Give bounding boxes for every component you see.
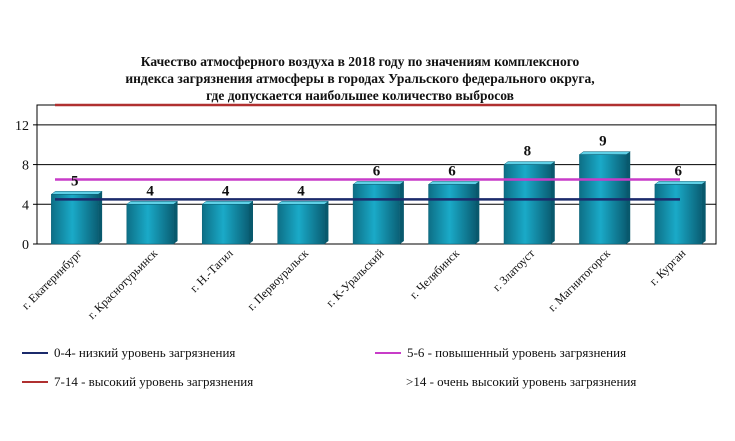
bar-top bbox=[201, 201, 254, 205]
bar-side bbox=[248, 201, 253, 244]
legend-very-high-label: >14 - очень высокий уровень загрязнения bbox=[406, 374, 637, 389]
legend-low: 0-4- низкий уровень загрязнения bbox=[22, 345, 235, 361]
legend-high-label: 7-14 - высокий уровень загрязнения bbox=[54, 374, 254, 389]
legend-high: 7-14 - высокий уровень загрязнения bbox=[22, 374, 253, 390]
y-tick-label: 12 bbox=[15, 119, 29, 134]
chart-title-line-3: где допускается наибольшее количество вы… bbox=[206, 88, 514, 103]
bar-side bbox=[173, 201, 178, 244]
bar-side bbox=[475, 181, 480, 244]
bar-side bbox=[701, 181, 706, 244]
bar-top bbox=[503, 161, 556, 165]
bar-side bbox=[626, 151, 631, 244]
legend-high-swatch bbox=[22, 381, 48, 383]
legend-very-high: >14 - очень высокий уровень загрязнения bbox=[406, 374, 636, 390]
x-tick-label: г. Н.-Тагил bbox=[187, 246, 236, 295]
bar bbox=[51, 194, 99, 245]
data-label: 9 bbox=[599, 134, 607, 150]
x-tick-label: г. Челябинск bbox=[407, 246, 462, 301]
bar bbox=[352, 184, 401, 245]
bar bbox=[126, 204, 174, 245]
legend-elevated: 5-6 - повышенный уровень загрязнения bbox=[375, 345, 626, 361]
bar-side bbox=[550, 161, 555, 244]
bar-top bbox=[50, 191, 103, 195]
y-tick-label: 8 bbox=[22, 159, 29, 174]
legend-elevated-label: 5-6 - повышенный уровень загрязнения bbox=[407, 345, 627, 360]
legend-elevated-swatch bbox=[375, 352, 401, 354]
chart-title: Качество атмосферного воздуха в 2018 год… bbox=[40, 53, 680, 104]
bar bbox=[277, 204, 325, 245]
bar bbox=[654, 184, 702, 245]
data-label: 8 bbox=[524, 144, 532, 160]
bar bbox=[201, 204, 250, 245]
y-tick-label: 4 bbox=[22, 198, 29, 213]
bar-top bbox=[276, 201, 330, 205]
x-tick-label: г. Первоуральск bbox=[244, 246, 311, 313]
data-label: 4 bbox=[297, 183, 305, 199]
x-tick-label: г. Магнитогорск bbox=[545, 246, 613, 314]
bar-side bbox=[324, 201, 329, 244]
x-tick-label: г. Екатеринбург bbox=[19, 246, 85, 312]
y-tick-label: 0 bbox=[22, 238, 29, 253]
bar-top bbox=[578, 151, 631, 155]
x-tick-label: г. К-Уральский bbox=[323, 246, 387, 310]
data-label: 4 bbox=[146, 183, 154, 199]
legend-low-label: 0-4- низкий уровень загрязнения bbox=[54, 345, 236, 360]
bar-top bbox=[352, 181, 405, 185]
bar-side bbox=[98, 191, 103, 244]
data-label: 5 bbox=[71, 173, 79, 189]
legend-low-swatch bbox=[22, 352, 48, 354]
data-label: 6 bbox=[675, 163, 683, 179]
data-label: 6 bbox=[373, 163, 381, 179]
bar bbox=[503, 164, 552, 245]
data-label: 6 bbox=[448, 163, 456, 179]
x-tick-label: г. Курган bbox=[646, 246, 688, 288]
bar bbox=[428, 184, 476, 245]
chart-title-line-1: Качество атмосферного воздуха в 2018 год… bbox=[140, 54, 580, 69]
bar-side bbox=[399, 181, 404, 244]
x-tick-label: г. Краснотурьинск bbox=[85, 246, 161, 322]
bar-top bbox=[654, 181, 707, 185]
chart-title-line-2: индекса загрязнения атмосферы в городах … bbox=[125, 71, 595, 86]
bar-top bbox=[126, 201, 179, 205]
data-label: 4 bbox=[222, 183, 230, 199]
bar-top bbox=[427, 181, 481, 185]
x-tick-label: г. Златоуст bbox=[490, 246, 538, 294]
